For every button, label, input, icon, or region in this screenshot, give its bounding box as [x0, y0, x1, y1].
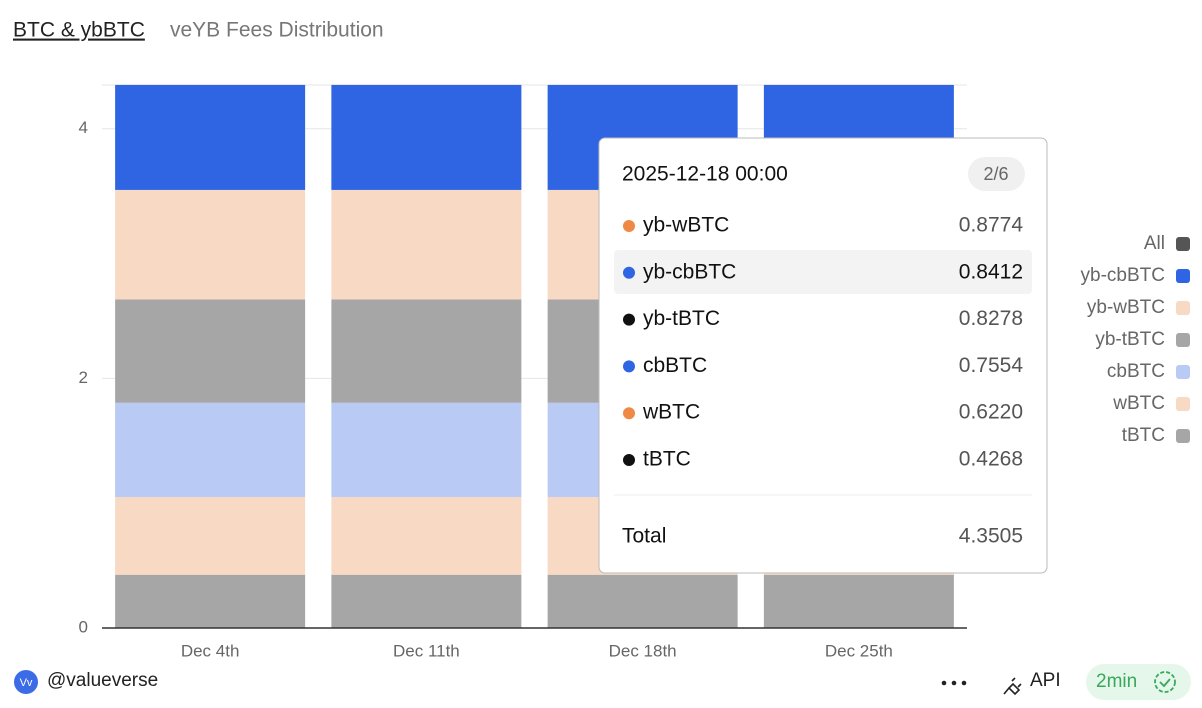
logo-text: Vv — [20, 677, 33, 689]
y-tick-label: 4 — [79, 118, 88, 137]
legend-swatch — [1176, 301, 1190, 315]
bar-segment — [331, 84, 522, 190]
bar-segment — [115, 402, 306, 498]
api[interactable]: API — [1030, 670, 1061, 691]
tooltip-box — [598, 137, 1048, 574]
tooltip-value: 0.7554 — [959, 354, 1024, 377]
check-icon — [1154, 671, 1176, 693]
title: veYB Fees Distribution — [170, 19, 384, 42]
refresh: 2min — [1096, 671, 1137, 692]
page-badge — [968, 157, 1025, 191]
tooltip-name: cbBTC — [643, 354, 707, 377]
tooltip: 2025-12-18 00:00 2/6 Total 4.3505 yb-wBT… — [598, 137, 1048, 574]
tooltip-dot — [623, 360, 635, 373]
legend-label: All — [1144, 233, 1165, 254]
tooltip-name: yb-tBTC — [643, 307, 720, 330]
user[interactable]: @valueverse — [47, 670, 158, 691]
bar-segment — [331, 497, 522, 575]
bar-segment — [115, 84, 306, 190]
bar-segment — [331, 574, 522, 628]
legend-swatch — [1176, 333, 1190, 347]
api-icon — [1003, 677, 1022, 696]
bar-segment — [115, 497, 306, 575]
legend-swatch — [1176, 237, 1190, 251]
legend-swatch — [1176, 269, 1190, 283]
check — [1159, 678, 1171, 688]
tooltip-page: 2/6 — [983, 164, 1008, 184]
tooltip-dot — [623, 313, 635, 326]
y-tick-label: 2 — [79, 368, 88, 387]
bar-segment — [115, 189, 306, 300]
tooltip-name: yb-cbBTC — [643, 260, 736, 283]
tab[interactable]: BTC & ybBTC — [13, 19, 145, 42]
dot — [941, 680, 947, 686]
legend-label: tBTC — [1122, 425, 1165, 446]
legend-label: cbBTC — [1107, 361, 1165, 382]
tooltip-value: 0.8774 — [959, 214, 1024, 237]
tooltip-value: 0.8412 — [959, 260, 1023, 283]
total-value: 4.3505 — [959, 525, 1023, 548]
y-tick-label: 0 — [79, 617, 88, 636]
footer: Vv @valueverse API 2min — [14, 664, 1191, 700]
legend-swatch — [1176, 365, 1190, 379]
total-label: Total — [622, 525, 666, 548]
tooltip-dot — [623, 407, 635, 420]
tooltip-name: yb-wBTC — [643, 214, 729, 237]
legend: All yb-cbBTC yb-wBTC yb-tBTC cbBTC wBTC tBTC — [1081, 233, 1190, 446]
bar-segment — [547, 574, 738, 628]
tooltip-dot — [623, 220, 635, 232]
bar-segment — [331, 189, 522, 300]
dot — [961, 680, 967, 686]
bar-segment — [331, 299, 522, 403]
tooltip-value: 0.6220 — [959, 401, 1023, 424]
tooltip-name: wBTC — [642, 401, 700, 424]
legend-label: wBTC — [1112, 393, 1165, 414]
tooltip-dot — [623, 266, 635, 279]
x-tick-label: Dec 25th — [825, 641, 893, 660]
tooltip-name: tBTC — [643, 448, 691, 471]
bar-segment — [331, 402, 522, 498]
bar-segment — [763, 574, 954, 628]
legend-swatch — [1176, 429, 1190, 443]
x-tick-label: Dec 4th — [181, 641, 240, 660]
legend-label: yb-wBTC — [1087, 297, 1165, 318]
x-tick-label: Dec 18th — [609, 641, 677, 660]
tooltip-value: 0.4268 — [959, 448, 1023, 471]
tooltip-value: 0.8278 — [959, 307, 1023, 330]
bar-segment — [115, 299, 306, 403]
x-tick-label: Dec 11th — [393, 641, 460, 660]
dot — [951, 680, 957, 686]
legend-swatch — [1176, 397, 1190, 411]
legend-label: yb-tBTC — [1095, 329, 1165, 350]
logo — [14, 670, 38, 694]
tooltip-dot — [623, 454, 635, 466]
tooltip-title: 2025-12-18 00:00 — [622, 163, 788, 186]
bar-segment — [115, 574, 306, 628]
legend-label: yb-cbBTC — [1081, 265, 1165, 286]
refresh-badge[interactable] — [1086, 664, 1191, 700]
row-highlight — [614, 250, 1032, 294]
